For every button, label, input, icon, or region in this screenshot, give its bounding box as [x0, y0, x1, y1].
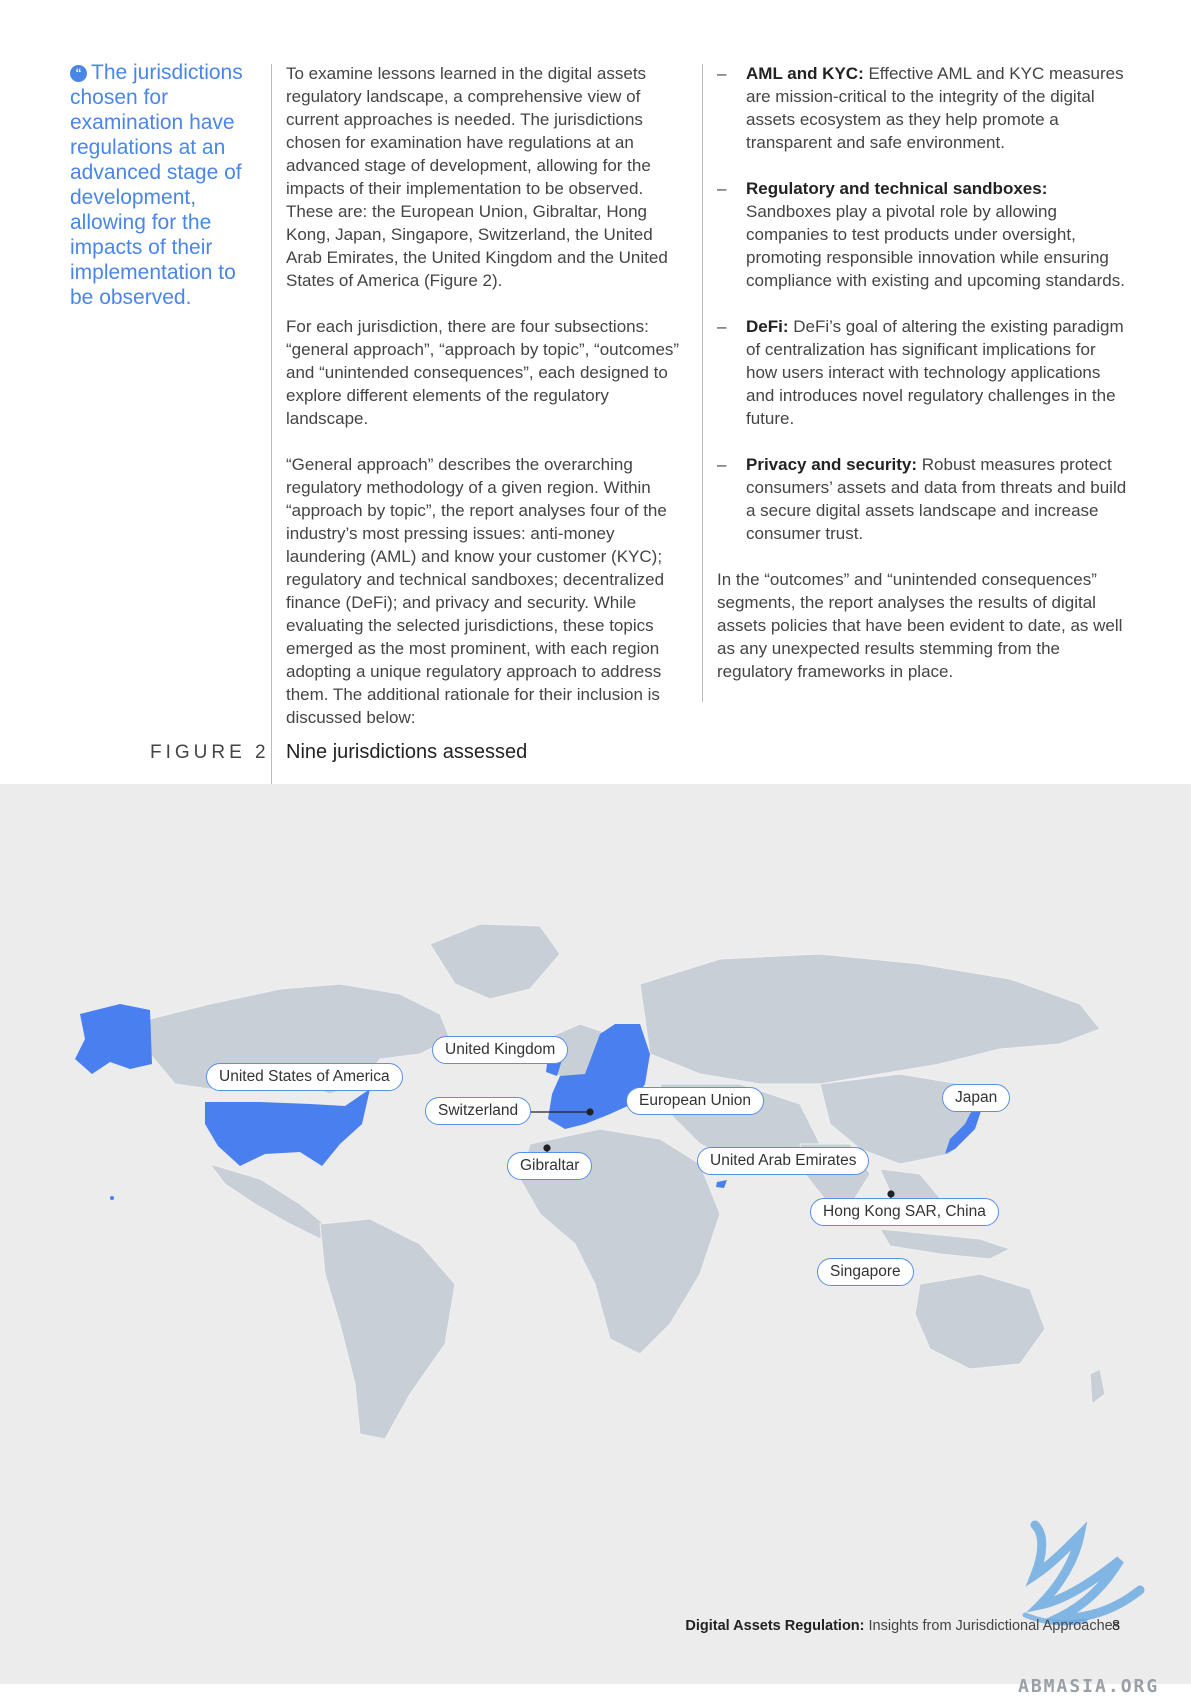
callout-eu: European Union	[626, 1087, 765, 1115]
gibraltar-pointer-dot	[543, 1144, 551, 1152]
callout-gibraltar: Gibraltar	[507, 1152, 593, 1180]
land-indonesia	[879, 1228, 1012, 1260]
bullet-item: – DeFi: DeFi’s goal of altering the exis…	[717, 315, 1127, 430]
body-paragraph: For each jurisdiction, there are four su…	[286, 317, 680, 428]
column-divider-right	[702, 64, 703, 702]
land-new-zealand	[1089, 1368, 1106, 1405]
land-greenland	[429, 923, 561, 1000]
bird-logo-icon	[1022, 1520, 1145, 1626]
callout-usa: United States of America	[206, 1063, 403, 1091]
callout-hongkong: Hong Kong SAR, China	[810, 1198, 999, 1226]
figure-title: Nine jurisdictions assessed	[286, 741, 528, 763]
column-divider-left	[271, 64, 272, 784]
bullet-text: Effective AML and KYC measures are missi…	[746, 64, 1124, 152]
watermark-text: ABMASIA.ORG	[1018, 1676, 1160, 1697]
region-united-states	[205, 1089, 370, 1166]
callout-switzerland: Switzerland	[425, 1097, 532, 1125]
region-uae	[716, 1180, 727, 1188]
land-central-america	[208, 1163, 331, 1240]
callout-japan: Japan	[942, 1084, 1011, 1112]
page-number: 8	[1112, 1618, 1121, 1634]
body-paragraph: In the “outcomes” and “unintended conseq…	[717, 570, 1123, 681]
world-map-figure: United States of America United Kingdom …	[0, 784, 1191, 1684]
quote-icon: “	[70, 65, 87, 82]
land-south-america	[319, 1218, 456, 1440]
footer-title-rest: Insights from Jurisdictional Approaches	[864, 1618, 1120, 1634]
land-africa	[519, 1128, 721, 1355]
bullet-item: – AML and KYC: Effective AML and KYC mea…	[717, 62, 1127, 154]
bullet-term: DeFi:	[746, 317, 789, 336]
bullet-item: – Privacy and security: Robust measures …	[717, 453, 1127, 545]
land-australia	[914, 1273, 1046, 1370]
hongkong-pointer-dot	[887, 1190, 895, 1198]
pull-quote-text: The jurisdictions chosen for examination…	[70, 61, 243, 309]
bullet-dash: –	[717, 64, 727, 83]
land-north-asia	[639, 953, 1101, 1085]
body-column-right: – AML and KYC: Effective AML and KYC mea…	[717, 62, 1127, 706]
bullet-term: Privacy and security:	[746, 455, 918, 474]
page-footer: Digital Assets Regulation: Insights from…	[640, 1618, 1120, 1634]
bullet-item: – Regulatory and technical sandboxes: Sa…	[717, 177, 1127, 292]
region-alaska	[75, 1004, 152, 1074]
region-european-union	[548, 1024, 650, 1129]
footer-title-bold: Digital Assets Regulation:	[685, 1618, 865, 1634]
figure-label: FIGURE 2	[150, 742, 270, 763]
body-column-middle: To examine lessons learned in the digita…	[286, 62, 691, 752]
land-east-asia	[819, 1073, 976, 1165]
bullet-dash: –	[717, 317, 727, 336]
pull-quote: “The jurisdictions chosen for examinatio…	[70, 60, 260, 310]
switzerland-pointer-dot	[586, 1108, 594, 1116]
region-hawaii	[110, 1196, 114, 1200]
body-paragraph: To examine lessons learned in the digita…	[286, 64, 668, 290]
callout-singapore: Singapore	[817, 1258, 914, 1286]
body-paragraph: “General approach” describes the overarc…	[286, 455, 667, 727]
bullet-term: Regulatory and technical sandboxes:	[746, 179, 1048, 198]
callout-uk: United Kingdom	[432, 1036, 569, 1064]
bullet-text: DeFi’s goal of altering the existing par…	[746, 317, 1124, 428]
bullet-dash: –	[717, 179, 727, 198]
region-japan	[945, 1099, 985, 1154]
bullet-dash: –	[717, 455, 727, 474]
bullet-term: AML and KYC:	[746, 64, 864, 83]
callout-uae: United Arab Emirates	[697, 1147, 870, 1175]
bullet-text: Robust measures protect consumers’ asset…	[746, 455, 1127, 543]
bullet-text: Sandboxes play a pivotal role by allowin…	[746, 202, 1125, 290]
